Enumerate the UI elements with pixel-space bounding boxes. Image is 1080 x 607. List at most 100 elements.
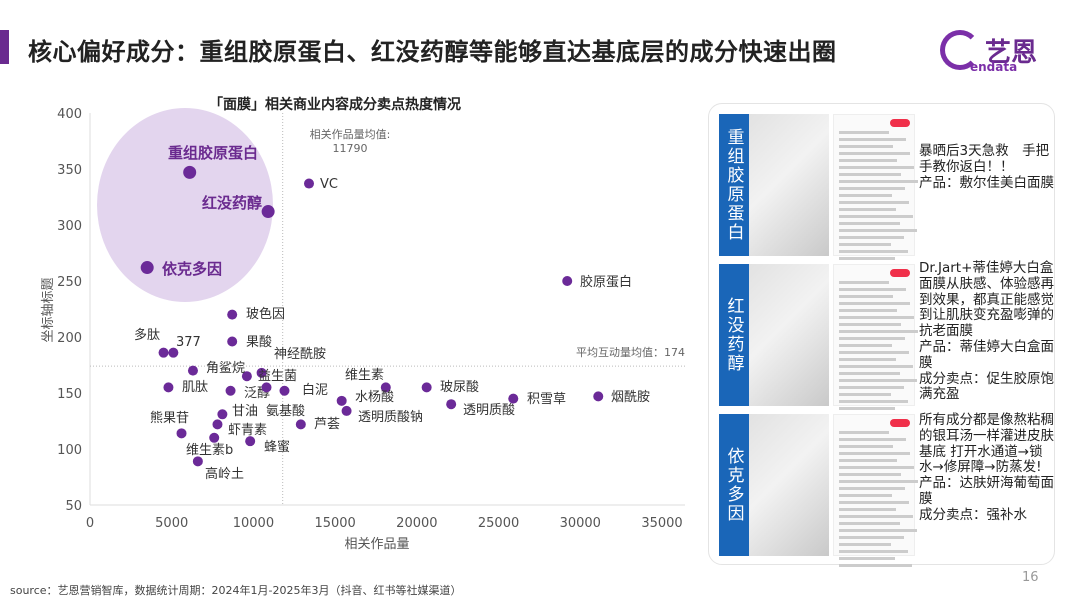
data-point <box>209 432 220 443</box>
post-text-line <box>839 243 891 246</box>
data-point <box>279 385 290 396</box>
post-text-line <box>839 487 905 490</box>
x-mean-value: 11790 <box>333 142 368 155</box>
point-label: 虾青素 <box>228 423 267 438</box>
post-text-line <box>839 222 900 225</box>
post-text-line <box>839 501 909 504</box>
post-text-line <box>839 379 917 382</box>
data-point <box>256 367 267 378</box>
y-tick-label: 350 <box>57 163 82 178</box>
point-label: 高岭土 <box>205 466 244 482</box>
follow-badge <box>890 419 910 427</box>
point-label: 甘油 <box>232 404 258 419</box>
point-label: 白泥 <box>302 382 328 398</box>
highlight-ellipse <box>97 108 273 302</box>
data-point <box>562 276 573 286</box>
data-point <box>183 165 197 179</box>
post-text-line <box>839 480 918 483</box>
post-text-line <box>839 466 914 469</box>
data-point <box>336 395 347 406</box>
x-mean-label: 相关作品量均值: <box>310 127 391 141</box>
data-point <box>225 385 236 396</box>
point-label: 透明质酸 <box>463 403 515 418</box>
post-text-line <box>839 564 912 567</box>
data-point <box>217 409 228 420</box>
post-text-line <box>839 407 895 410</box>
point-label: 维生素 <box>345 368 384 383</box>
post-text-line <box>839 295 893 298</box>
point-label: 依克多因 <box>162 260 222 278</box>
post-text-line <box>839 557 895 560</box>
post-text-line <box>839 302 910 305</box>
point-label: 益生菌 <box>258 369 297 384</box>
post-text-line <box>839 386 904 389</box>
logo: 艺恩 endata <box>940 30 1060 75</box>
post-text-line <box>839 166 914 169</box>
data-point <box>261 382 272 393</box>
post-text-line <box>839 372 900 375</box>
post-text-line <box>839 138 906 141</box>
data-point <box>593 391 604 402</box>
post-text-line <box>839 194 892 197</box>
post-text-line <box>839 288 906 291</box>
post-text-line <box>839 236 904 239</box>
data-point <box>303 178 314 189</box>
case-description: 所有成分都是像熬粘稠的银耳汤一样灌进皮肤基底 打开水通道→锁水→修屏障→防蒸发!… <box>919 412 1054 523</box>
data-point <box>192 456 203 467</box>
title-accent-bar <box>0 30 9 64</box>
data-point <box>421 382 432 393</box>
point-label: 芦荟 <box>314 417 340 432</box>
logo-mark-icon <box>940 30 980 70</box>
point-label: 维生素b <box>186 443 233 458</box>
y-tick-label: 300 <box>57 219 82 234</box>
point-label: 肌肽 <box>182 380 208 395</box>
case-card[interactable]: 依克多因 <box>719 414 918 567</box>
ingredient-tag: 依克多因 <box>719 414 749 556</box>
post-text-line <box>839 281 889 284</box>
data-point <box>187 365 198 376</box>
point-label: VC <box>320 177 338 192</box>
point-label: 氨基酸 <box>266 404 305 419</box>
y-tick-label: 50 <box>65 499 82 514</box>
case-description: 暴晒后3天急救 手把手教你返白！！ 产品：敷尔佳美白面膜 <box>919 143 1054 191</box>
chart-title: 「面膜」相关商业内容成分卖点热度情况 <box>209 96 461 113</box>
post-text-line <box>839 159 897 162</box>
post-text-line <box>839 515 913 518</box>
data-point <box>140 261 154 275</box>
scatter-chart: 「面膜」相关商业内容成分卖点热度情况 0 5000 10000 15000 20000 2… <box>41 96 685 552</box>
follow-badge <box>890 269 910 277</box>
post-text-line <box>839 358 896 361</box>
post-screenshot <box>833 414 918 567</box>
post-text-line <box>839 393 891 396</box>
case-panel: 重组胶原蛋白 暴晒后3天急救 手把手教你返白！！ 产品：敷尔佳美白面膜 红没药醇 Dr… <box>708 103 1055 567</box>
data-point <box>241 371 252 382</box>
logo-en: endata <box>970 60 1018 74</box>
point-label: 重组胶原蛋白 <box>168 144 258 162</box>
post-text-line <box>839 508 896 511</box>
post-text-line <box>839 187 905 190</box>
post-text-line <box>839 522 900 525</box>
data-point <box>176 428 187 439</box>
x-tick-label: 35000 <box>641 516 682 531</box>
post-text-line <box>839 229 917 232</box>
post-text-line <box>839 323 901 326</box>
page-title: 核心偏好成分：重组胶原蛋白、红没药醇等能够直达基底层的成分快速出圈 <box>28 38 837 66</box>
post-text-line <box>839 257 895 260</box>
x-tick-label: 20000 <box>396 516 437 531</box>
y-tick-label: 100 <box>57 443 82 458</box>
y-axis-label: 坐标轴标题 <box>41 277 56 342</box>
point-label: 玻色因 <box>246 306 285 322</box>
data-point <box>508 393 519 404</box>
case-card[interactable]: 重组胶原蛋白 <box>719 114 918 267</box>
y-tick-label: 250 <box>57 275 82 290</box>
x-tick-label: 30000 <box>560 516 601 531</box>
point-label: 377 <box>176 335 201 350</box>
case-card[interactable]: 红没药醇 <box>719 264 918 417</box>
page-number: 16 <box>1022 570 1039 585</box>
point-label: 角鲨烷 <box>206 361 245 376</box>
point-label: 玻尿酸 <box>440 380 479 395</box>
post-text-line <box>839 201 909 204</box>
data-point <box>261 205 275 219</box>
post-text-line <box>839 215 913 218</box>
point-label: 果酸 <box>246 335 272 350</box>
